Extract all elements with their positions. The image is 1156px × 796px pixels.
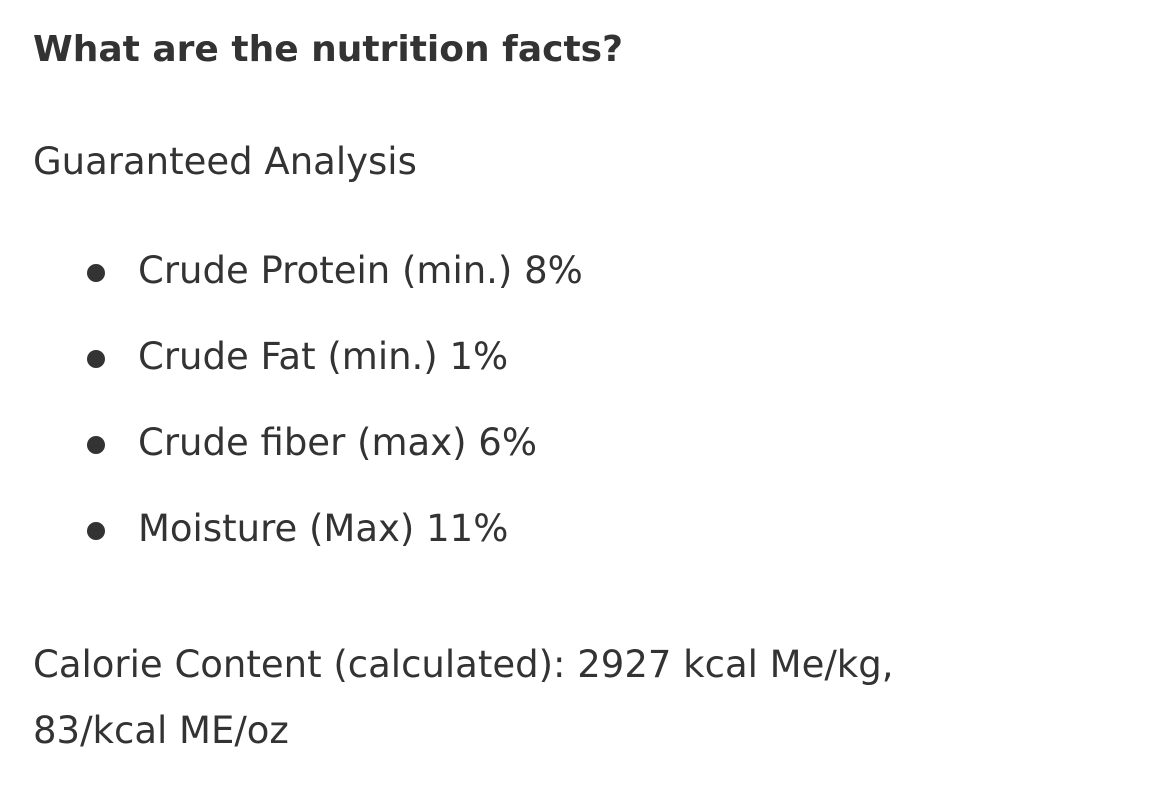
list-item-text: Crude Protein (min.) 8% [138, 249, 583, 292]
list-item: Crude Fat (min.) 1% [33, 331, 583, 417]
bullet-icon [87, 350, 105, 368]
bullet-icon [87, 522, 105, 540]
list-item: Moisture (Max) 11% [33, 503, 583, 589]
list-item-text: Moisture (Max) 11% [138, 507, 509, 550]
calorie-line-2: 83/kcal ME/oz [33, 709, 289, 752]
guaranteed-analysis-label: Guaranteed Analysis [33, 140, 417, 183]
bullet-icon [87, 264, 105, 282]
list-item-text: Crude fiber (max) 6% [138, 421, 537, 464]
analysis-list: Crude Protein (min.) 8% Crude Fat (min.)… [33, 245, 583, 589]
list-item: Crude fiber (max) 6% [33, 417, 583, 503]
section-heading: What are the nutrition facts? [33, 29, 623, 70]
calorie-line-1: Calorie Content (calculated): 2927 kcal … [33, 643, 894, 686]
bullet-icon [87, 436, 105, 454]
calorie-content: Calorie Content (calculated): 2927 kcal … [33, 632, 1033, 764]
list-item: Crude Protein (min.) 8% [33, 245, 583, 331]
list-item-text: Crude Fat (min.) 1% [138, 335, 509, 378]
